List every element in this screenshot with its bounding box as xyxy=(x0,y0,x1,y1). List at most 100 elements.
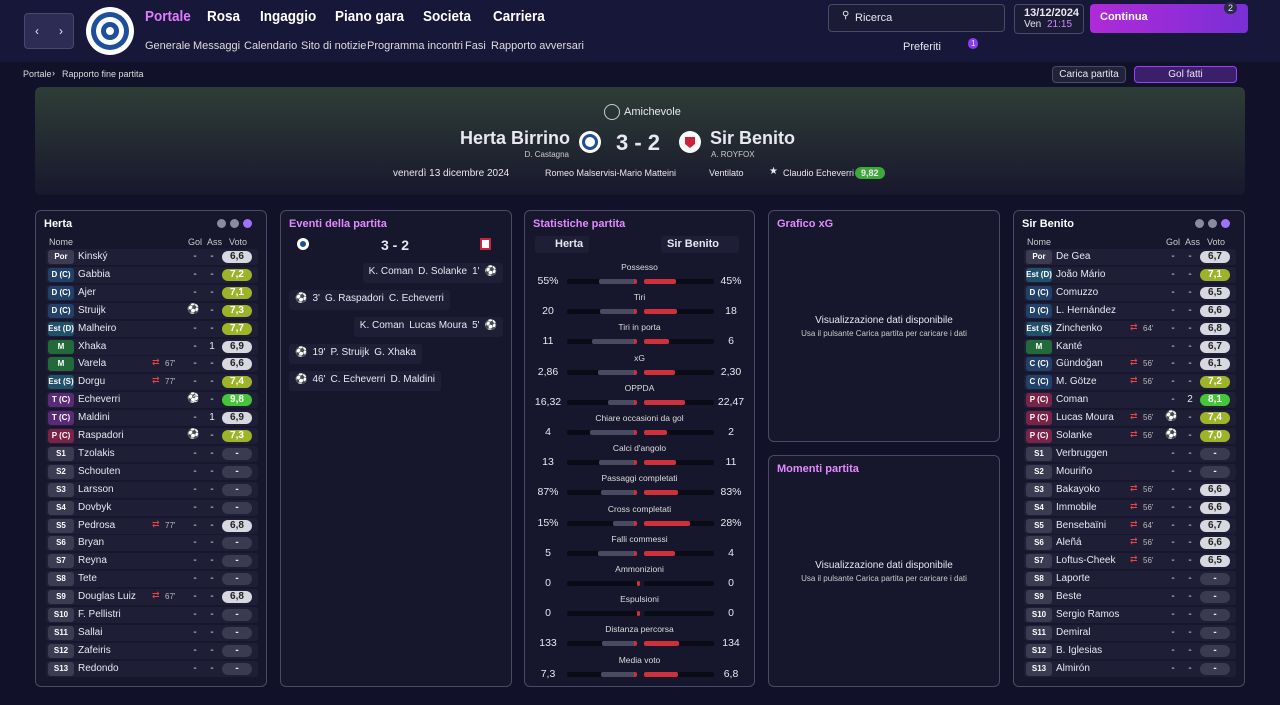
nav-menu[interactable]: Rosa xyxy=(207,8,241,25)
goals: - xyxy=(1171,537,1175,549)
player-name[interactable]: Sallai xyxy=(78,626,103,638)
nav-submenu[interactable]: Sito di notizie xyxy=(301,40,367,52)
player-name[interactable]: Sergio Ramos xyxy=(1056,609,1120,620)
nav-submenu[interactable]: Fasi xyxy=(465,40,486,52)
player-name[interactable]: Tete xyxy=(78,573,97,585)
nav-submenu[interactable]: Generale xyxy=(145,40,191,52)
favorites[interactable]: Preferiti xyxy=(903,41,941,53)
player-name[interactable]: João Mário xyxy=(1056,268,1106,280)
player-name[interactable]: Bryan xyxy=(78,537,105,549)
player-name[interactable]: Lucas Moura xyxy=(1056,412,1114,424)
player-name[interactable]: Douglas Luiz xyxy=(78,591,136,603)
nav-submenu[interactable]: Calendario xyxy=(244,40,298,52)
player-name[interactable]: Bensebaïni xyxy=(1056,519,1107,531)
view-dot[interactable] xyxy=(1195,219,1204,228)
player-name[interactable]: Bakayoko xyxy=(1056,483,1100,495)
player-name[interactable]: Immobile xyxy=(1056,501,1097,513)
player-name[interactable]: Dorgu xyxy=(78,376,106,388)
breadcrumb[interactable]: Portale xyxy=(23,69,52,79)
player-name[interactable]: Xhaka xyxy=(78,340,107,352)
continue-button[interactable] xyxy=(1090,4,1248,33)
stat-track xyxy=(567,611,637,617)
player-name[interactable]: B. Iglesias xyxy=(1056,644,1103,656)
sub-icon: ⇄ xyxy=(1130,411,1138,422)
player-name[interactable]: F. Pellistri xyxy=(78,609,121,620)
nav-menu[interactable]: Portale xyxy=(145,8,191,25)
club-logo[interactable] xyxy=(85,6,135,56)
player-name[interactable]: Beste xyxy=(1056,591,1082,603)
search-button[interactable]: Ricerca xyxy=(855,12,893,24)
nav-menu[interactable]: Piano gara xyxy=(335,8,405,25)
player-name[interactable]: Echeverri xyxy=(78,394,121,406)
player-name[interactable]: Almirón xyxy=(1056,662,1090,674)
player-name[interactable]: Malheiro xyxy=(78,322,117,334)
player-name[interactable]: Raspadori xyxy=(78,430,124,441)
event-player: C. Echeverri xyxy=(388,293,444,304)
position-badge: Est (D) xyxy=(1026,267,1052,282)
player-name[interactable]: M. Götze xyxy=(1056,376,1097,388)
position-badge: S2 xyxy=(48,464,74,479)
goals-button[interactable]: Gol fatti xyxy=(1134,66,1237,83)
player-name[interactable]: Mouriño xyxy=(1056,465,1093,477)
player-name[interactable]: Verbruggen xyxy=(1056,447,1108,459)
player-name[interactable]: Varela xyxy=(78,358,107,370)
position-badge: T (C) xyxy=(48,411,74,426)
assists: - xyxy=(210,304,214,316)
goals: - xyxy=(1171,340,1175,352)
event-player: D. Maldini xyxy=(390,374,435,385)
player-name[interactable]: Pedrosa xyxy=(78,519,116,531)
player-name[interactable]: Redondo xyxy=(78,662,119,674)
player-name[interactable]: Dovbyk xyxy=(78,501,112,513)
player-row: S8 Tete - - - xyxy=(46,571,258,588)
player-name[interactable]: Ajer xyxy=(78,286,96,298)
player-row: S5 Bensebaïni ⇄ 64' - -6,7 xyxy=(1024,517,1236,534)
player-name[interactable]: Kinský xyxy=(78,251,108,262)
event-player: G. Xhaka xyxy=(374,347,416,358)
stat-label: Tiri xyxy=(633,292,646,303)
nav-menu[interactable]: Ingaggio xyxy=(260,8,317,25)
player-name[interactable]: Zafeiris xyxy=(78,644,111,656)
nav-submenu[interactable]: Rapporto avversari xyxy=(491,40,584,52)
position-badge: T (C) xyxy=(48,393,74,408)
player-name[interactable]: L. Hernández xyxy=(1056,304,1117,316)
view-dot[interactable] xyxy=(217,219,226,228)
player-name[interactable]: Gabbia xyxy=(78,268,111,280)
player-name[interactable]: Schouten xyxy=(78,465,121,477)
assists: - xyxy=(210,555,214,567)
player-name[interactable]: Maldini xyxy=(78,412,110,424)
player-name[interactable]: Demiral xyxy=(1056,626,1091,638)
load-button[interactable]: Carica partita xyxy=(1052,66,1126,83)
continue-label[interactable]: Continua xyxy=(1100,11,1148,23)
nav-menu[interactable]: Societa xyxy=(423,8,472,25)
player-name[interactable]: Loftus-Cheek xyxy=(1056,555,1116,567)
player-name[interactable]: Comuzzo xyxy=(1056,286,1099,298)
history-buttons[interactable]: ‹ › xyxy=(24,13,74,49)
player-name[interactable]: Laporte xyxy=(1056,573,1090,585)
nav-submenu[interactable]: Messaggi xyxy=(193,40,241,52)
player-name[interactable]: Tzolakis xyxy=(78,447,115,459)
player-name[interactable]: Kanté xyxy=(1056,340,1083,352)
assists: - xyxy=(1188,358,1192,370)
view-dot[interactable] xyxy=(1208,219,1217,228)
player-name[interactable]: Larsson xyxy=(78,483,114,495)
assists: - xyxy=(210,322,214,334)
nav-menu[interactable]: Carriera xyxy=(493,8,545,25)
view-dot[interactable] xyxy=(230,219,239,228)
view-dot[interactable] xyxy=(243,219,252,228)
player-name[interactable]: Zinchenko xyxy=(1056,322,1103,334)
player-name[interactable]: Coman xyxy=(1056,394,1089,406)
position-badge: P (C) xyxy=(48,429,74,443)
player-name[interactable]: Struijk xyxy=(78,304,106,316)
nav-submenu[interactable]: Programma incontri xyxy=(367,40,463,52)
stat-track xyxy=(567,399,637,405)
stat-home-value: 87% xyxy=(537,486,559,499)
view-dot[interactable] xyxy=(1221,219,1230,228)
empty-hint: Usa il pulsante Carica partita per caric… xyxy=(801,574,967,583)
player-name[interactable]: De Gea xyxy=(1056,251,1091,262)
assists: - xyxy=(1188,447,1192,459)
player-name[interactable]: Gündoğan xyxy=(1056,358,1103,370)
player-name[interactable]: Solanke xyxy=(1056,430,1093,441)
player-name[interactable]: Aleñá xyxy=(1056,537,1082,549)
player-name[interactable]: Reyna xyxy=(78,555,107,567)
